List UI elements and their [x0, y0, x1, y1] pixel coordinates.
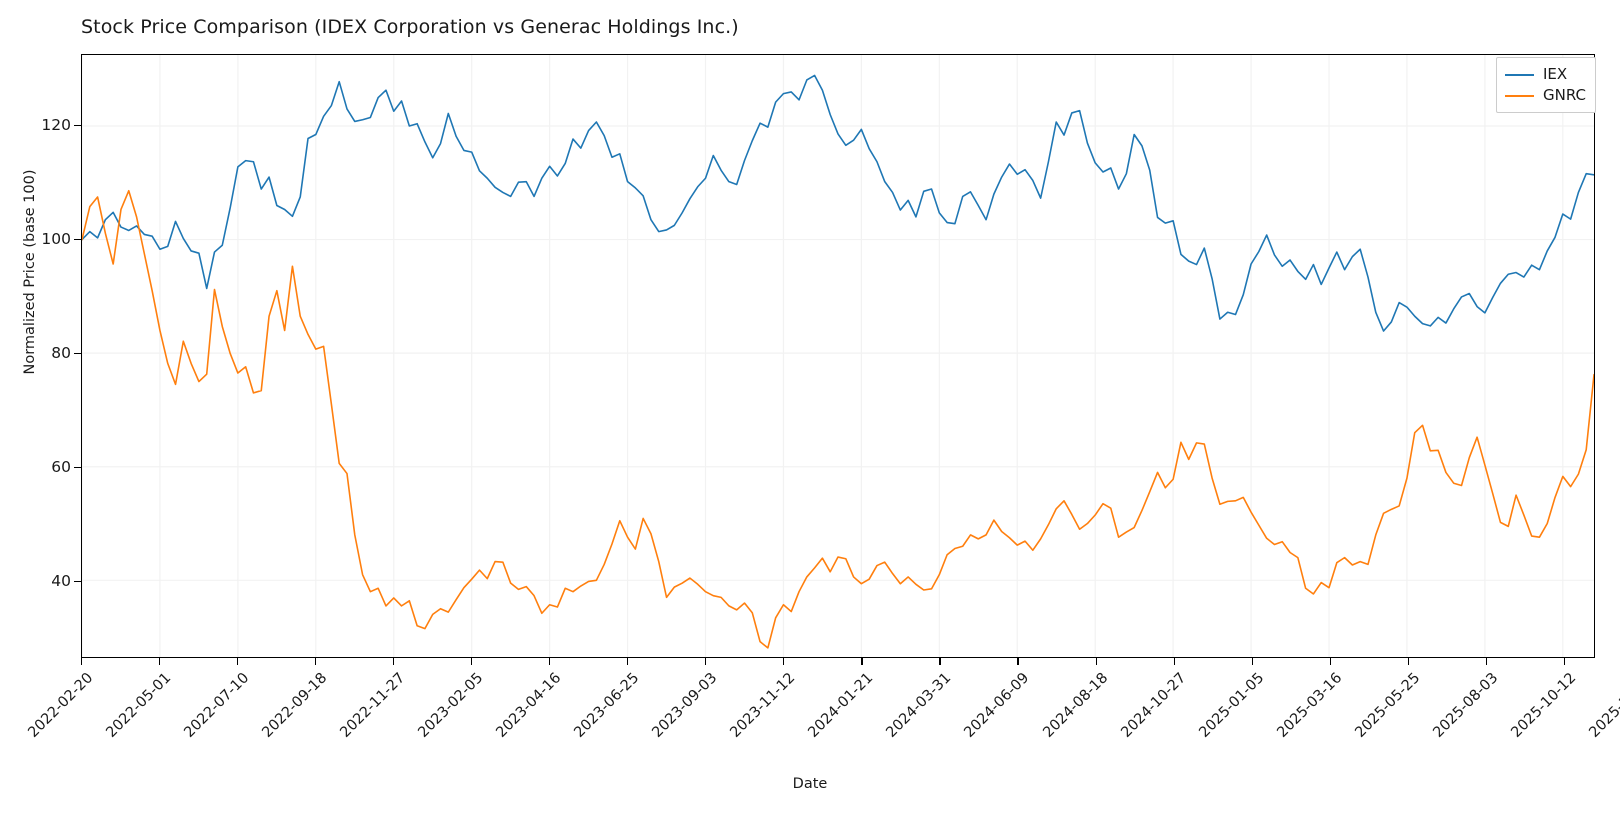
x-tick-mark	[315, 658, 317, 665]
x-tick-label: 2025-12-21	[1586, 670, 1620, 741]
x-tick-label: 2022-07-10	[181, 670, 253, 741]
x-tick-mark	[1407, 658, 1409, 665]
x-tick-label: 2022-05-01	[103, 670, 175, 741]
series-lines	[82, 75, 1594, 647]
x-tick-mark	[1329, 658, 1331, 665]
x-tick-mark	[783, 658, 785, 665]
x-tick-label: 2023-06-25	[571, 670, 643, 741]
x-tick-label: 2023-11-12	[727, 670, 799, 741]
y-tick-mark	[74, 125, 81, 127]
x-tick-label: 2022-09-18	[259, 670, 331, 741]
y-axis-tick-labels: 40 60 80 100 120	[0, 0, 71, 819]
x-tick-mark	[939, 658, 941, 665]
x-axis-title: Date	[792, 776, 828, 792]
x-tick-mark	[81, 658, 83, 665]
x-tick-label: 2022-11-27	[337, 670, 409, 741]
x-tick-mark	[705, 658, 707, 665]
x-tick-label: 2023-02-05	[415, 670, 487, 741]
chart-legend[interactable]: IEX GNRC	[1496, 57, 1596, 113]
y-tick-mark	[74, 467, 81, 469]
x-tick-mark	[627, 658, 629, 665]
x-tick-mark	[549, 658, 551, 665]
y-gridlines	[82, 125, 1594, 581]
x-tick-mark	[1563, 658, 1565, 665]
x-tick-mark	[1095, 658, 1097, 665]
chart-title: Stock Price Comparison (IDEX Corporation…	[81, 16, 739, 38]
y-axis-title: Normalized Price (base 100)	[22, 169, 38, 375]
series-line-iex	[82, 75, 1594, 331]
y-tick-label: 120	[41, 116, 71, 135]
y-tick-label: 40	[51, 572, 71, 591]
series-line-gnrc	[82, 191, 1594, 648]
x-tick-mark	[1485, 658, 1487, 665]
legend-swatch-gnrc	[1505, 94, 1534, 97]
plot-area	[81, 54, 1595, 658]
x-tick-label: 2025-01-05	[1196, 670, 1267, 741]
x-tick-mark	[237, 658, 239, 665]
x-tick-label: 2024-03-31	[883, 670, 955, 741]
legend-item-iex[interactable]: IEX	[1505, 64, 1586, 85]
x-gridlines	[82, 55, 1564, 657]
x-tick-label: 2023-09-03	[649, 670, 721, 741]
x-tick-mark	[1251, 658, 1253, 665]
x-tick-label: 2025-08-03	[1430, 670, 1502, 741]
x-tick-label: 2025-03-16	[1274, 670, 1345, 741]
y-tick-mark	[74, 239, 81, 241]
x-tick-label: 2024-06-09	[961, 670, 1033, 741]
x-tick-label: 2025-10-12	[1508, 670, 1580, 741]
x-tick-label: 2024-01-21	[805, 670, 877, 741]
x-tick-mark	[471, 658, 473, 665]
x-tick-label: 2024-08-18	[1039, 670, 1111, 741]
legend-label-iex: IEX	[1543, 65, 1568, 83]
x-tick-label: 2024-10-27	[1117, 670, 1189, 741]
x-tick-label: 2025-05-25	[1352, 670, 1424, 741]
legend-swatch-iex	[1505, 73, 1534, 76]
y-tick-mark	[74, 353, 81, 355]
plot-svg	[82, 55, 1594, 657]
x-tick-mark	[159, 658, 161, 665]
y-tick-label: 60	[51, 458, 71, 477]
x-tick-mark	[1017, 658, 1019, 665]
y-tick-label: 100	[41, 230, 71, 249]
x-tick-mark	[393, 658, 395, 665]
legend-item-gnrc[interactable]: GNRC	[1505, 85, 1586, 106]
y-tick-label: 80	[51, 344, 71, 363]
y-tick-mark	[74, 581, 81, 583]
legend-label-gnrc: GNRC	[1543, 86, 1586, 104]
x-tick-label: 2023-04-16	[493, 670, 565, 741]
x-tick-mark	[861, 658, 863, 665]
x-tick-mark	[1173, 658, 1175, 665]
